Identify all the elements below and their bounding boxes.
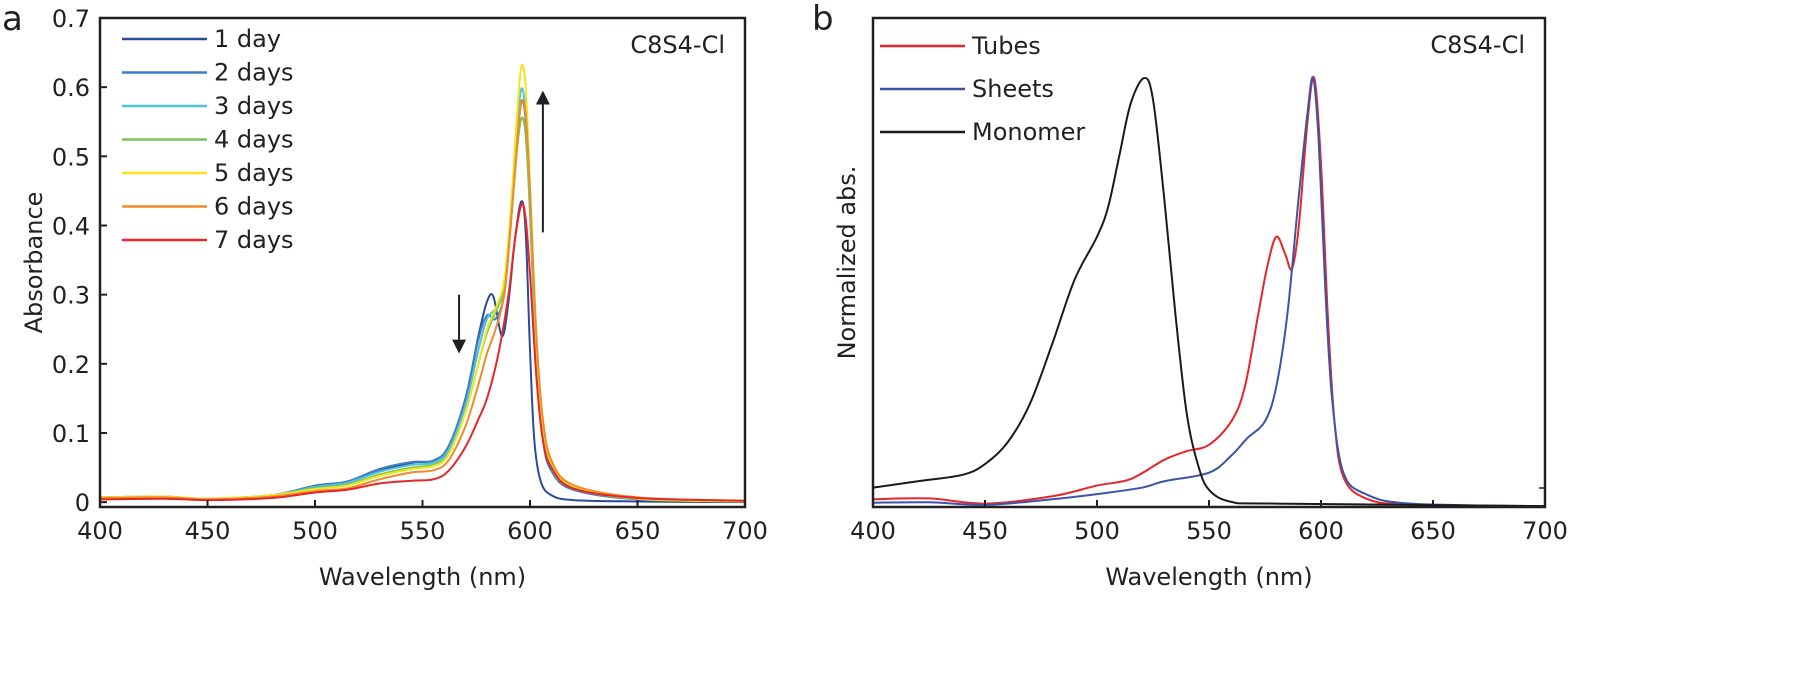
y-tick-label: 0.5 xyxy=(52,143,90,171)
series-line-4-days xyxy=(100,116,745,503)
x-tick-label: 500 xyxy=(1074,517,1120,545)
y-tick-label: 0.7 xyxy=(52,5,90,33)
series-line-3-days xyxy=(100,87,745,503)
x-tick-label: 650 xyxy=(1410,517,1456,545)
series-line-sheets xyxy=(873,76,1545,507)
legend: 1 day 2 days 3 days 4 days 5 days 6 days 7 day… xyxy=(122,25,294,254)
x-tick-label: 550 xyxy=(400,517,446,545)
x-tick-label: 700 xyxy=(1522,517,1568,545)
panel-letter: a xyxy=(2,0,23,39)
x-tick-label: 600 xyxy=(507,517,553,545)
series-line-5-days xyxy=(100,63,745,503)
series-line-7-days xyxy=(100,202,745,502)
x-tick-label: 500 xyxy=(292,517,338,545)
y-axis-label: Absorbance xyxy=(20,192,48,334)
legend-label: Monomer xyxy=(972,118,1085,146)
series-line-monomer xyxy=(873,76,1545,507)
series-line-6-days xyxy=(100,99,745,502)
legend-label: 6 days xyxy=(214,193,294,221)
series-line-1-day xyxy=(100,200,745,504)
legend-label: Tubes xyxy=(971,32,1041,60)
legend: Tubes Sheets Monomer xyxy=(880,32,1085,146)
legend-label: 7 days xyxy=(214,226,294,254)
decrease-arrow-head xyxy=(452,339,467,354)
x-tick-label: 450 xyxy=(962,517,1008,545)
legend-label: 1 day xyxy=(214,25,281,53)
y-tick-label: 0.2 xyxy=(52,351,90,379)
increase-arrow-head xyxy=(535,90,550,105)
x-tick-label: 600 xyxy=(1298,517,1344,545)
x-tick-label: 400 xyxy=(77,517,123,545)
y-tick-label: 0 xyxy=(75,489,90,517)
x-tick-label: 700 xyxy=(722,517,768,545)
series-line-2-days xyxy=(100,99,745,503)
x-tick-label: 550 xyxy=(1186,517,1232,545)
x-axis-label: Wavelength (nm) xyxy=(319,563,526,591)
x-axis-label: Wavelength (nm) xyxy=(1105,563,1312,591)
legend-label: 2 days xyxy=(214,59,294,87)
series-group xyxy=(873,75,1545,507)
legend-label: Sheets xyxy=(972,75,1054,103)
y-tick-label: 0.3 xyxy=(52,282,90,310)
panel-letter: b xyxy=(812,0,834,39)
y-tick-label: 0.6 xyxy=(52,74,90,102)
sample-annotation: C8S4-Cl xyxy=(630,31,725,59)
y-axis-label: Normalized abs. xyxy=(833,166,861,360)
panel-a: a 400 450 500 550 600 650 700 0 0.1 0.2 0.3 0.4 0.5 0.… xyxy=(2,0,768,591)
series-group xyxy=(100,63,745,504)
y-tick-label: 0.4 xyxy=(52,212,90,240)
x-tick-label: 650 xyxy=(615,517,661,545)
x-tick-label: 450 xyxy=(185,517,231,545)
legend-label: 5 days xyxy=(214,159,294,187)
legend-label: 4 days xyxy=(214,126,294,154)
sample-annotation: C8S4-Cl xyxy=(1430,31,1525,59)
x-tick-label: 400 xyxy=(850,517,896,545)
plot-frame xyxy=(98,16,747,509)
y-tick-label: 0.1 xyxy=(52,420,90,448)
legend-label: 3 days xyxy=(214,92,294,120)
panel-b: b 400 450 500 550 600 650 700 Wavelength (nm) Nor… xyxy=(812,0,1568,591)
